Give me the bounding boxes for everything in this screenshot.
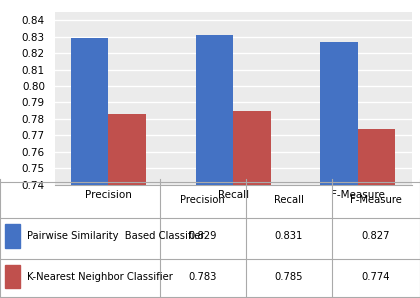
- Bar: [358, 129, 395, 298]
- Text: 0.785: 0.785: [275, 271, 303, 282]
- Bar: [196, 35, 233, 298]
- Text: 0.783: 0.783: [189, 271, 217, 282]
- Text: 0.829: 0.829: [189, 231, 217, 241]
- Text: 0.827: 0.827: [362, 231, 390, 241]
- Text: Recall: Recall: [274, 195, 304, 205]
- Text: 0.831: 0.831: [275, 231, 303, 241]
- Text: K-Nearest Neighbor Classifier: K-Nearest Neighbor Classifier: [27, 271, 173, 282]
- Text: 0.774: 0.774: [362, 271, 390, 282]
- Bar: [233, 111, 270, 298]
- FancyBboxPatch shape: [5, 224, 20, 248]
- Bar: [320, 41, 358, 298]
- Bar: [108, 114, 146, 298]
- FancyBboxPatch shape: [5, 265, 20, 288]
- Bar: [71, 38, 108, 298]
- Text: F-Measure: F-Measure: [350, 195, 402, 205]
- Text: Precision: Precision: [180, 195, 225, 205]
- Text: Pairwise Similarity  Based Classifier: Pairwise Similarity Based Classifier: [27, 231, 205, 241]
